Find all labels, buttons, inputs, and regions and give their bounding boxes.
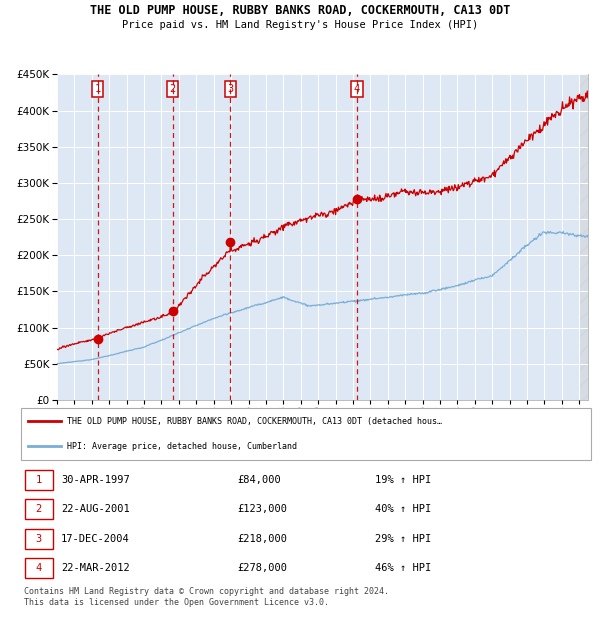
- Text: THE OLD PUMP HOUSE, RUBBY BANKS ROAD, COCKERMOUTH, CA13 0DT (detached hous…: THE OLD PUMP HOUSE, RUBBY BANKS ROAD, CO…: [67, 417, 442, 426]
- Text: 3: 3: [35, 534, 42, 544]
- Bar: [579, 74, 588, 400]
- Text: 1: 1: [35, 475, 42, 485]
- Text: £84,000: £84,000: [237, 475, 281, 485]
- Text: THE OLD PUMP HOUSE, RUBBY BANKS ROAD, COCKERMOUTH, CA13 0DT: THE OLD PUMP HOUSE, RUBBY BANKS ROAD, CO…: [90, 4, 510, 17]
- Text: Price paid vs. HM Land Registry's House Price Index (HPI): Price paid vs. HM Land Registry's House …: [122, 20, 478, 30]
- Text: 40% ↑ HPI: 40% ↑ HPI: [375, 504, 431, 514]
- Text: 3: 3: [227, 84, 233, 94]
- Text: 19% ↑ HPI: 19% ↑ HPI: [375, 475, 431, 485]
- Text: £123,000: £123,000: [237, 504, 287, 514]
- Text: £218,000: £218,000: [237, 534, 287, 544]
- Text: 1: 1: [94, 84, 101, 94]
- Text: 22-AUG-2001: 22-AUG-2001: [61, 504, 130, 514]
- FancyBboxPatch shape: [25, 529, 53, 549]
- Text: Contains HM Land Registry data © Crown copyright and database right 2024.
This d: Contains HM Land Registry data © Crown c…: [24, 588, 389, 607]
- Text: 4: 4: [35, 563, 42, 573]
- Text: 22-MAR-2012: 22-MAR-2012: [61, 563, 130, 573]
- Text: HPI: Average price, detached house, Cumberland: HPI: Average price, detached house, Cumb…: [67, 442, 297, 451]
- FancyBboxPatch shape: [25, 558, 53, 578]
- Text: 30-APR-1997: 30-APR-1997: [61, 475, 130, 485]
- Text: 17-DEC-2004: 17-DEC-2004: [61, 534, 130, 544]
- Text: £278,000: £278,000: [237, 563, 287, 573]
- Text: 4: 4: [353, 84, 360, 94]
- Text: 2: 2: [169, 84, 176, 94]
- Text: 29% ↑ HPI: 29% ↑ HPI: [375, 534, 431, 544]
- Text: 2: 2: [35, 504, 42, 514]
- Text: 46% ↑ HPI: 46% ↑ HPI: [375, 563, 431, 573]
- FancyBboxPatch shape: [25, 470, 53, 490]
- FancyBboxPatch shape: [25, 499, 53, 519]
- FancyBboxPatch shape: [21, 409, 591, 459]
